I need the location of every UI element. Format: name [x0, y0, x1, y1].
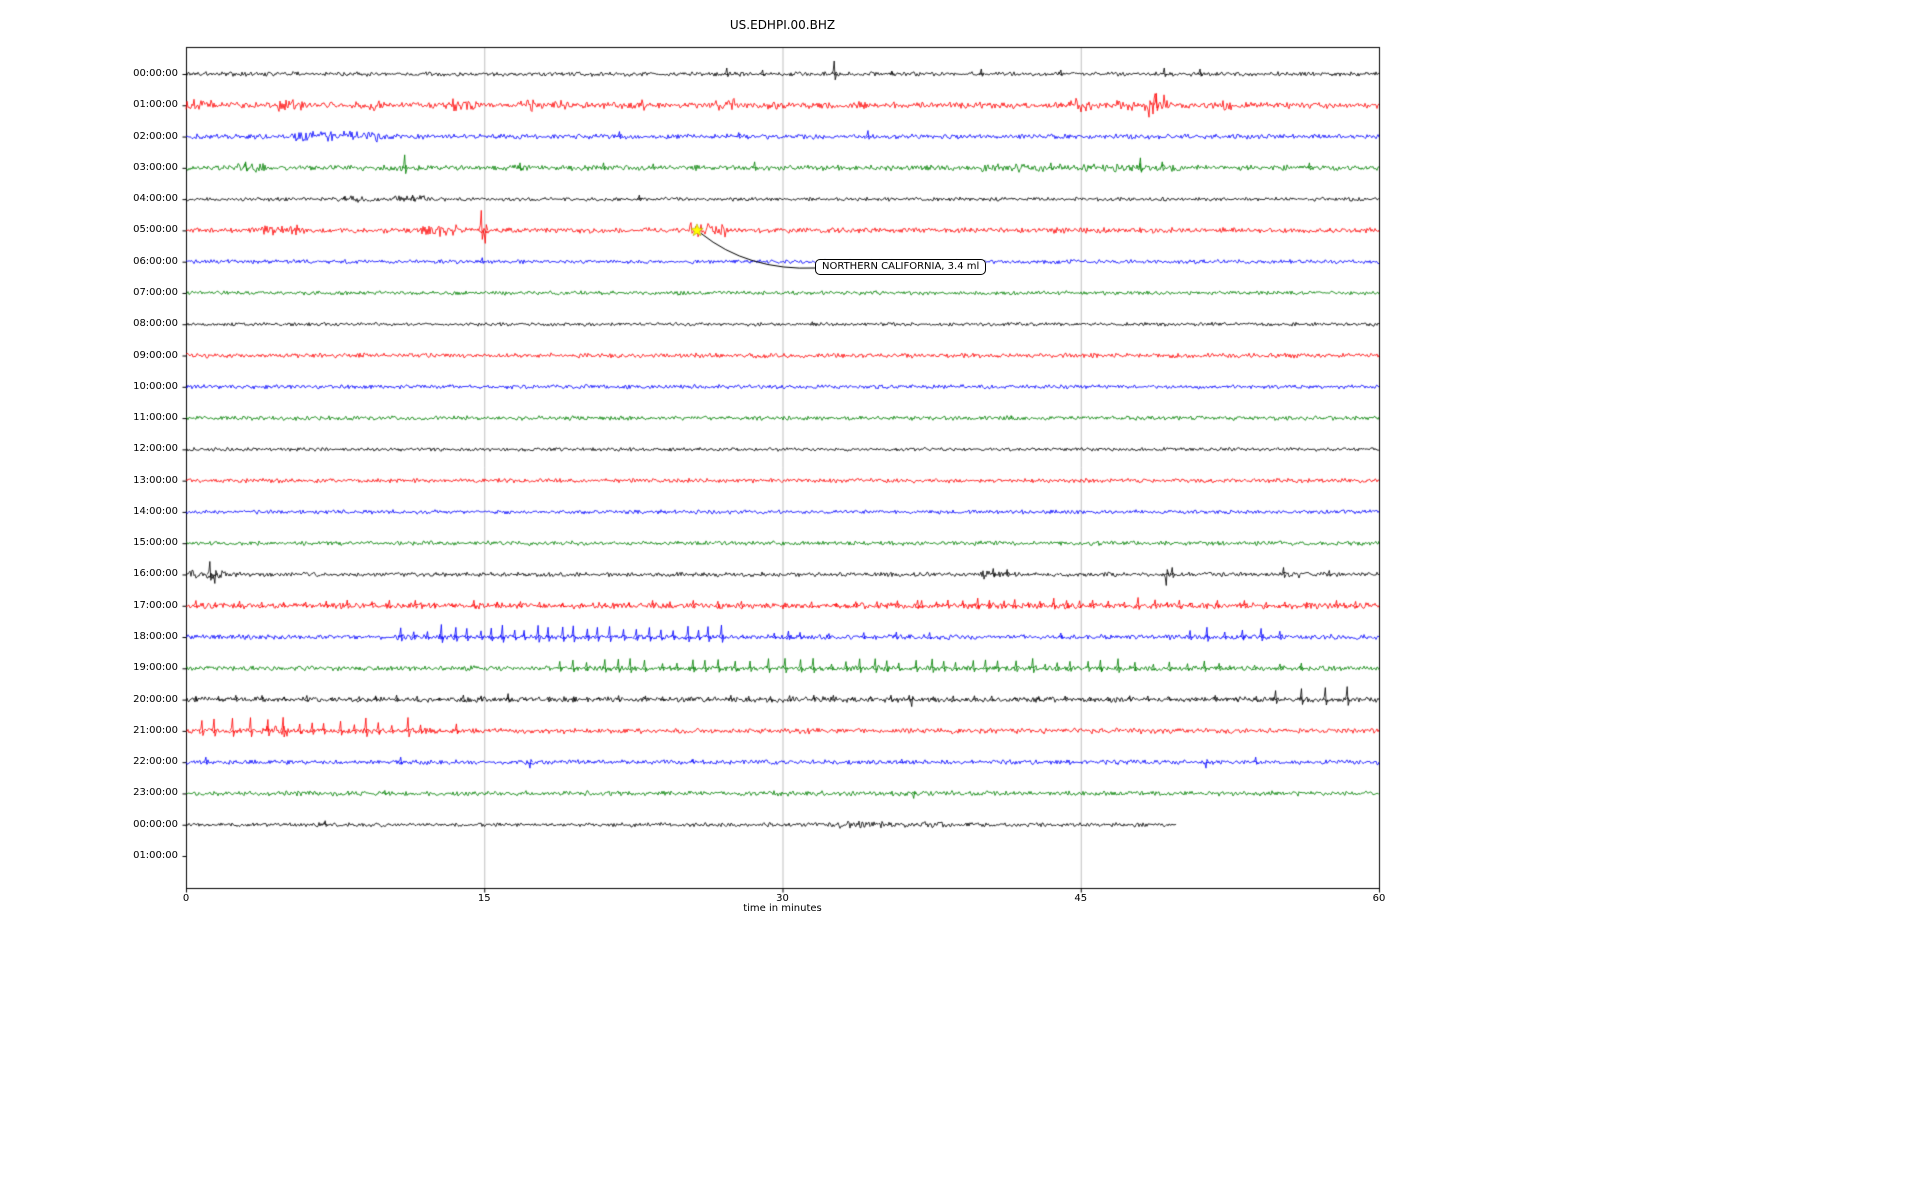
y-tick-label: 20:00:00	[133, 693, 178, 705]
y-tick-label: 17:00:00	[133, 599, 178, 611]
y-tick-label: 12:00:00	[133, 443, 178, 455]
x-axis-label: time in minutes	[743, 903, 822, 914]
y-tick-label: 02:00:00	[133, 130, 178, 142]
y-tick-label: 06:00:00	[133, 255, 178, 267]
y-tick-label: 15:00:00	[133, 537, 178, 549]
y-tick-label: 01:00:00	[133, 99, 178, 111]
y-tick-label: 01:00:00	[133, 850, 178, 861]
x-tick-label: 15	[477, 893, 491, 904]
x-tick-label: 0	[182, 893, 190, 904]
y-tick-label: 05:00:00	[133, 224, 178, 236]
y-tick-label: 21:00:00	[133, 724, 178, 736]
y-tick-label: 00:00:00	[133, 818, 178, 830]
y-tick-label: 16:00:00	[133, 568, 178, 580]
y-tick-label: 18:00:00	[133, 631, 178, 643]
y-tick-label: 23:00:00	[133, 787, 178, 799]
y-tick-label: 00:00:00	[133, 68, 178, 79]
plot-title: US.EDHPI.00.BHZ	[729, 18, 836, 32]
y-tick-label: 19:00:00	[133, 662, 178, 674]
x-tick-label: 60	[1372, 893, 1386, 904]
y-tick-label: 09:00:00	[133, 349, 178, 361]
y-tick-label: 14:00:00	[133, 505, 178, 517]
y-tick-label: 08:00:00	[133, 318, 178, 330]
y-tick-label: 07:00:00	[133, 286, 178, 298]
y-tick-label: 03:00:00	[133, 161, 178, 173]
y-tick-label: 11:00:00	[133, 412, 178, 424]
y-tick-label: 13:00:00	[133, 474, 178, 486]
y-tick-label: 10:00:00	[133, 380, 178, 392]
x-tick-label: 30	[776, 893, 789, 904]
y-tick-label: 04:00:00	[133, 193, 178, 205]
event-annotation: NORTHERN CALIFORNIA, 3.4 ml	[815, 259, 987, 275]
x-tick-label: 45	[1074, 893, 1088, 904]
y-tick-label: 22:00:00	[133, 756, 178, 768]
